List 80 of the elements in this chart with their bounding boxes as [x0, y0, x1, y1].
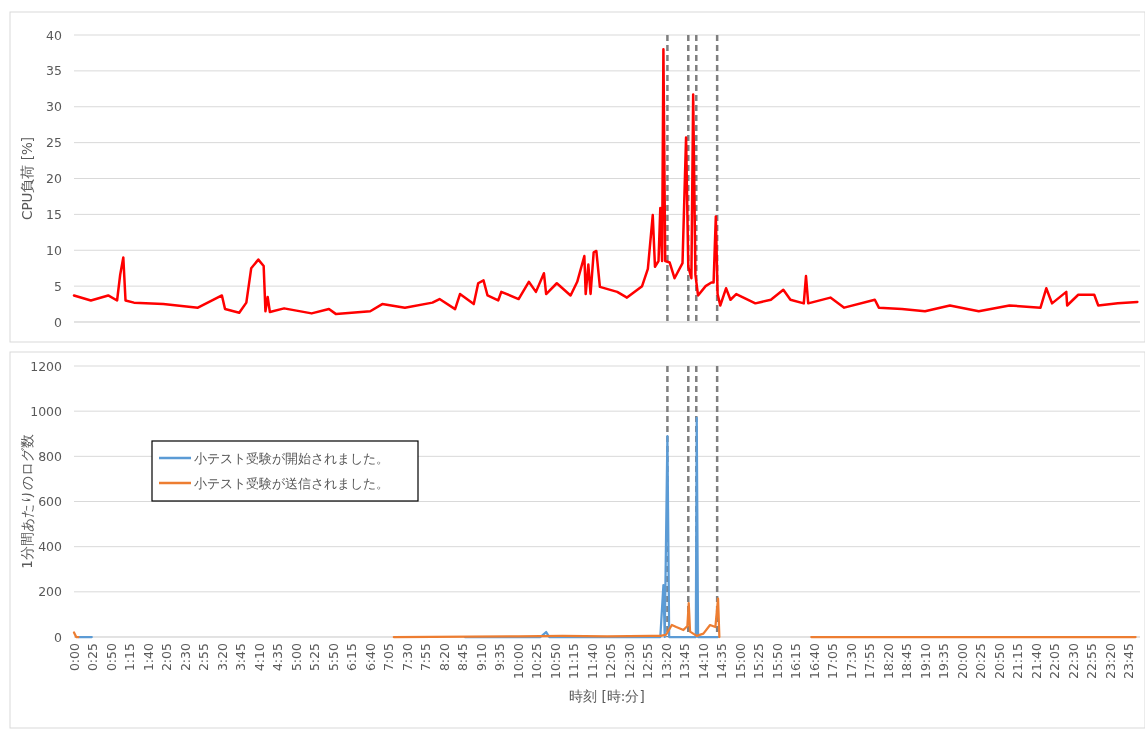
x-tick-label: 17:55: [862, 643, 878, 680]
x-tick-label: 5:25: [307, 643, 323, 672]
y-tick-label: 400: [38, 539, 63, 555]
x-tick-label: 12:05: [603, 643, 619, 680]
y-tick-label: 5: [54, 278, 62, 294]
y-tick-label: 600: [38, 494, 63, 509]
x-axis-title: 時刻 [時:分]: [569, 688, 645, 704]
y-axis-title: 1分間あたりのログ数: [19, 434, 35, 569]
x-tick-label: 10:50: [547, 642, 563, 680]
x-tick-label: 7:30: [399, 642, 415, 672]
y-tick-label: 40: [46, 27, 63, 43]
x-tick-label: 7:05: [381, 643, 397, 672]
x-tick-label: 3:20: [214, 642, 230, 672]
x-tick-label: 17:30: [843, 642, 859, 680]
x-tick-label: 21:15: [1010, 643, 1026, 680]
x-tick-label: 12:55: [640, 643, 656, 680]
x-tick-label: 1:15: [122, 643, 138, 672]
x-tick-label: 6:40: [362, 642, 378, 672]
x-tick-label: 16:15: [788, 643, 804, 680]
x-tick-label: 11:40: [584, 642, 600, 680]
x-tick-label: 15:25: [751, 643, 767, 680]
y-tick-label: 1000: [30, 403, 63, 419]
x-tick-label: 22:05: [1047, 643, 1063, 680]
x-tick-label: 20:00: [954, 642, 970, 680]
x-tick-label: 23:45: [1121, 643, 1137, 680]
x-tick-label: 13:45: [677, 643, 693, 680]
line-series: [72, 48, 1139, 316]
x-tick-label: 18:20: [880, 642, 896, 680]
x-tick-label: 12:30: [621, 642, 637, 680]
x-tick-label: 6:15: [344, 643, 360, 672]
y-tick-label: 35: [46, 63, 62, 79]
x-tick-label: 15:00: [732, 642, 748, 680]
y-tick-label: 25: [46, 135, 62, 151]
x-tick-label: 17:05: [825, 643, 841, 680]
x-tick-label: 22:55: [1084, 643, 1100, 680]
legend-label: 小テスト受験が開始されました。: [194, 450, 389, 466]
x-tick-label: 13:20: [658, 642, 674, 680]
x-tick-label: 10:25: [529, 643, 545, 680]
x-tick-label: 23:20: [1102, 642, 1118, 680]
x-tick-label: 14:35: [714, 643, 730, 680]
x-tick-label: 3:45: [233, 643, 249, 672]
x-tick-label: 2:05: [159, 643, 175, 672]
y-axis-title: CPU負荷 [%]: [19, 136, 35, 221]
y-tick-label: 10: [46, 242, 63, 258]
y-tick-label: 30: [46, 99, 63, 115]
x-tick-label: 1:40: [140, 642, 156, 672]
x-tick-label: 9:35: [492, 643, 508, 672]
y-tick-label: 200: [38, 584, 63, 600]
x-tick-label: 8:45: [455, 643, 471, 672]
x-tick-label: 0:00: [66, 642, 82, 672]
x-tick-label: 7:55: [418, 643, 434, 672]
x-tick-label: 20:50: [991, 642, 1007, 680]
y-tick-label: 1200: [30, 358, 63, 374]
x-tick-label: 5:50: [325, 642, 341, 672]
x-tick-label: 2:55: [196, 643, 212, 672]
x-tick-label: 19:10: [917, 642, 933, 680]
x-tick-label: 0:50: [103, 642, 119, 672]
x-tick-label: 4:10: [251, 642, 267, 672]
x-tick-label: 4:35: [270, 643, 286, 672]
y-tick-label: 800: [38, 448, 63, 464]
y-tick-label: 15: [46, 206, 62, 222]
x-tick-label: 21:40: [1028, 642, 1044, 680]
y-tick-label: 20: [46, 171, 63, 186]
y-tick-label: 0: [54, 314, 63, 330]
x-tick-label: 15:50: [769, 642, 785, 680]
x-tick-label: 22:30: [1065, 642, 1081, 680]
x-tick-label: 5:00: [288, 642, 304, 672]
x-tick-label: 16:40: [806, 642, 822, 680]
x-tick-label: 14:10: [695, 642, 711, 680]
x-tick-label: 19:35: [936, 643, 952, 680]
x-tick-label: 2:30: [177, 642, 193, 672]
x-tick-label: 9:10: [473, 642, 489, 672]
x-tick-label: 8:20: [436, 642, 452, 672]
x-tick-label: 0:25: [85, 643, 101, 672]
x-tick-label: 11:15: [566, 643, 582, 680]
x-tick-label: 18:45: [899, 643, 915, 680]
y-tick-label: 0: [54, 629, 63, 645]
x-tick-label: 10:00: [510, 642, 526, 680]
legend-label: 小テスト受験が送信されました。: [194, 475, 389, 491]
x-tick-label: 20:25: [973, 643, 989, 680]
